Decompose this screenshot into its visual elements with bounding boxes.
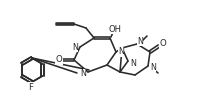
Text: O: O [159, 39, 166, 49]
Text: N: N [72, 42, 78, 52]
Text: OH: OH [108, 25, 121, 33]
Text: N: N [117, 47, 123, 56]
Text: N: N [129, 58, 135, 67]
Text: N: N [136, 36, 142, 45]
Text: F: F [28, 83, 33, 91]
Text: O: O [55, 55, 62, 64]
Text: F: F [28, 83, 33, 91]
Text: N: N [80, 69, 86, 78]
Text: N: N [149, 64, 155, 72]
